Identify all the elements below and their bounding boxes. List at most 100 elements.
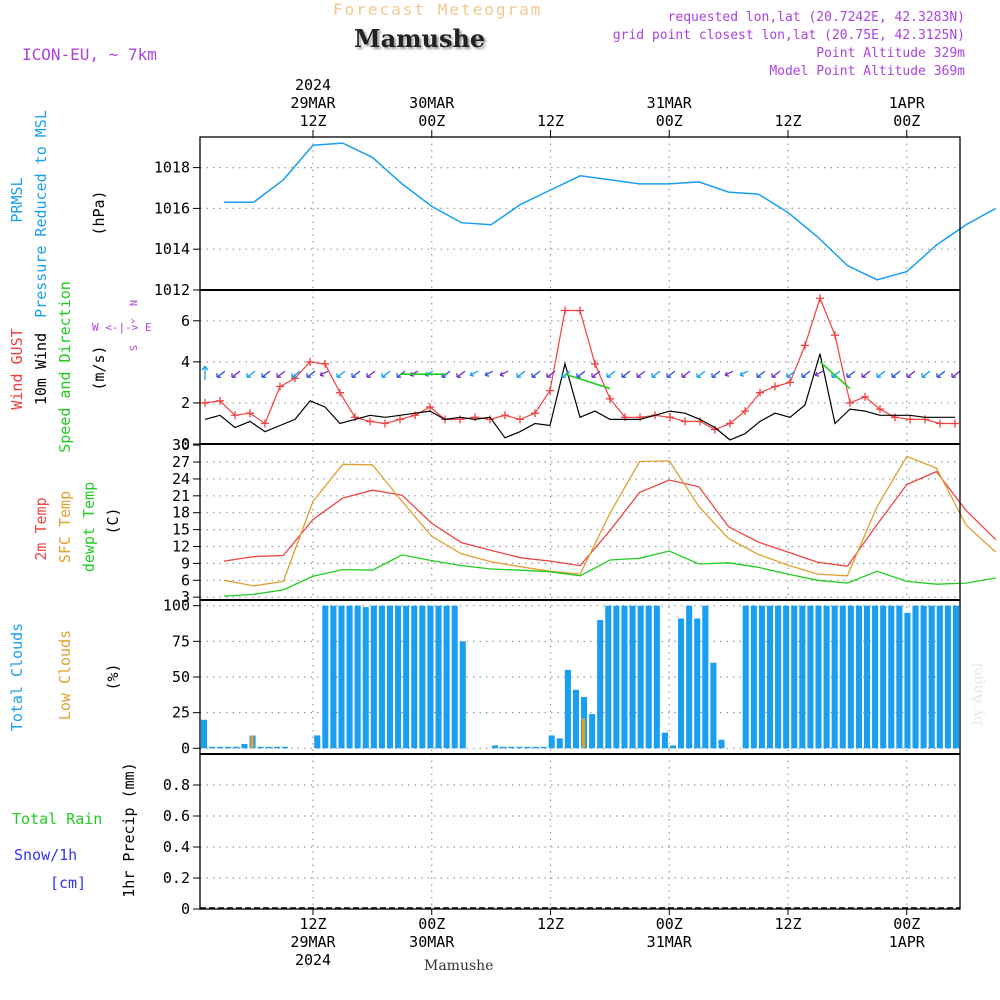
total-cloud-bar — [209, 746, 216, 749]
total-cloud-bar — [346, 605, 353, 749]
footer-location: Mamushe — [424, 958, 494, 974]
total-cloud-bar — [872, 605, 879, 749]
point-altitude: Point Altitude 329m — [816, 46, 965, 61]
time-label-top: 30MAR — [409, 94, 455, 112]
dir-trace — [564, 373, 611, 390]
total-cloud-bar — [750, 605, 757, 749]
total-cloud-bar — [459, 641, 466, 749]
wind-dir-arrow — [201, 365, 209, 381]
total-cloud-bar — [524, 746, 531, 749]
y-tick-label: 6 — [181, 571, 190, 589]
ylabel-c: (C) — [104, 507, 122, 534]
gust-marker — [336, 388, 344, 397]
ylabel-precip: 1hr Precip (mm) — [120, 762, 138, 897]
ylabel-wind-dir: Speed and Direction — [56, 281, 74, 453]
location-title: Mamushe — [354, 24, 486, 53]
y-tick-label: 1018 — [154, 159, 190, 177]
total-cloud-bar — [710, 662, 717, 749]
gust-marker — [546, 386, 554, 395]
total-cloud-bar — [766, 605, 774, 749]
y-tick-label: 0.8 — [163, 776, 190, 794]
total-cloud-bar — [799, 605, 806, 749]
wind-dir-arrow — [846, 370, 856, 378]
gust-marker — [261, 419, 269, 428]
ylabel-low-cloud: Low Clouds — [56, 630, 74, 720]
total-cloud-bar — [435, 605, 442, 749]
gust-line — [204, 296, 955, 431]
product-title: Forecast Meteogram — [333, 0, 543, 19]
wind-dir-arrow — [276, 370, 286, 378]
total-cloud-bar — [702, 605, 709, 749]
y-tick-label: 2 — [181, 394, 190, 412]
wind-dir-arrow — [591, 370, 601, 378]
y-tick-label: 27 — [172, 453, 190, 471]
wind-dir-arrow — [831, 370, 841, 378]
total-cloud-bar — [322, 605, 329, 749]
total-cloud-bar — [678, 618, 685, 749]
time-label-bottom: 30MAR — [409, 933, 455, 951]
wind-dir-arrow — [936, 370, 946, 378]
total-cloud-bar — [386, 605, 394, 749]
total-cloud-bar — [629, 605, 636, 749]
total-cloud-bar — [847, 605, 854, 749]
wind-dir-arrow — [351, 370, 361, 378]
wind-dir-arrow — [801, 370, 811, 378]
wind-dir-arrow — [786, 370, 796, 378]
y-tick-label: 0 — [181, 435, 190, 453]
total-cloud-bar — [314, 735, 321, 749]
wind-dir-arrow — [621, 370, 631, 378]
total-cloud-bar — [880, 605, 887, 749]
gust-marker — [591, 359, 599, 368]
wind-dir-arrow — [499, 370, 509, 377]
total-cloud-bar — [888, 605, 895, 749]
gust-marker — [771, 382, 779, 391]
wind-dir-arrow — [484, 370, 494, 377]
y-tick-label: 18 — [172, 504, 190, 522]
wind-dir-arrow — [891, 370, 901, 378]
total-cloud-bar — [605, 605, 612, 749]
total-cloud-bar — [281, 746, 288, 749]
time-label-top: 12Z — [537, 112, 564, 130]
total-cloud-bar — [362, 607, 369, 749]
ylabel-gust: Wind GUST — [8, 328, 26, 409]
ylabel-prmsl: PRMSL — [8, 177, 26, 222]
time-label-top: 00Z — [418, 112, 445, 130]
wind-dir-arrow — [456, 370, 466, 378]
gust-marker — [831, 331, 839, 340]
compass-s: S — [127, 345, 138, 351]
total-cloud-bar — [532, 746, 539, 749]
total-cloud-bar — [952, 605, 959, 749]
total-cloud-bar — [783, 605, 790, 749]
total-cloud-bar — [330, 605, 337, 749]
total-cloud-bar — [863, 605, 871, 749]
time-label-bottom: 00Z — [418, 915, 445, 933]
total-cloud-bar — [500, 746, 507, 749]
y-tick-label: 15 — [172, 521, 190, 539]
label-snow: Snow/1h — [14, 846, 77, 864]
total-cloud-bar — [718, 739, 725, 749]
gust-marker — [636, 413, 644, 422]
wind-dir-arrow — [651, 370, 661, 378]
panel-frame — [199, 136, 961, 291]
gust-marker — [816, 294, 824, 303]
total-cloud-bar — [233, 746, 240, 749]
total-cloud-bar — [928, 605, 935, 749]
total-cloud-bar — [936, 605, 943, 749]
total-cloud-bar — [338, 605, 345, 749]
y-tick-label: 9 — [181, 554, 190, 572]
total-cloud-bar — [815, 605, 822, 749]
total-cloud-bar — [548, 735, 555, 749]
wind-dir-arrow — [696, 370, 706, 378]
gust-marker — [576, 306, 584, 315]
panel-frame — [199, 753, 961, 910]
y-tick-label: 0 — [181, 900, 190, 918]
total-cloud-bar — [378, 605, 385, 749]
y-tick-label: 75 — [172, 632, 190, 650]
time-label-top: 00Z — [656, 112, 683, 130]
total-cloud-bar — [273, 746, 280, 749]
time-label-top: 1APR — [889, 94, 926, 112]
gust-marker — [891, 413, 899, 422]
total-cloud-bar — [411, 605, 418, 749]
wind-dir-arrow — [724, 370, 734, 377]
total-cloud-bar — [686, 605, 693, 749]
